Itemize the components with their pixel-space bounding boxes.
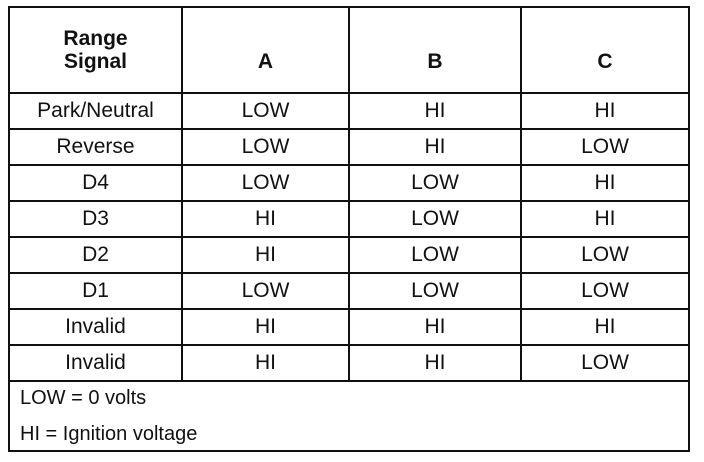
table-header-row: Range Signal A B C <box>10 8 688 94</box>
signal-c-cell: HI <box>520 164 688 202</box>
range-cell: D1 <box>10 272 183 310</box>
signal-a-cell: LOW <box>181 164 350 202</box>
table-row: D2 HI LOW LOW <box>10 236 688 274</box>
signal-a-cell: HI <box>181 200 350 238</box>
table-row: Invalid HI HI HI <box>10 308 688 346</box>
signal-b-cell: HI <box>348 92 522 130</box>
signal-b-cell: HI <box>348 308 522 346</box>
range-cell: Park/Neutral <box>10 92 183 130</box>
column-header-b: B <box>348 8 522 94</box>
signal-b-cell: LOW <box>348 236 522 274</box>
signal-b-cell: LOW <box>348 200 522 238</box>
signal-b-cell: LOW <box>348 272 522 310</box>
signal-c-cell: HI <box>520 200 688 238</box>
table-row: Invalid HI HI LOW <box>10 344 688 382</box>
signal-c-cell: HI <box>520 92 688 130</box>
signal-c-cell: LOW <box>520 236 688 274</box>
table-row: D4 LOW LOW HI <box>10 164 688 202</box>
signal-a-cell: HI <box>181 236 350 274</box>
table-row: D1 LOW LOW LOW <box>10 272 688 310</box>
signal-a-cell: LOW <box>181 92 350 130</box>
signal-b-cell: LOW <box>348 164 522 202</box>
table-row: Reverse LOW HI LOW <box>10 128 688 166</box>
table-row: Park/Neutral LOW HI HI <box>10 92 688 130</box>
signal-c-cell: HI <box>520 308 688 346</box>
hi-definition-note: HI = Ignition voltage <box>20 423 198 445</box>
range-signal-table: Range Signal A B C Park/Neutral LOW HI H… <box>10 8 688 382</box>
low-definition-note: LOW = 0 volts <box>20 387 147 409</box>
signal-b-cell: HI <box>348 128 522 166</box>
range-cell: D2 <box>10 236 183 274</box>
range-header-line: Range <box>63 27 128 50</box>
range-signal-header: Range Signal <box>10 8 183 94</box>
signal-a-cell: HI <box>181 344 350 382</box>
column-header-c: C <box>520 8 688 94</box>
range-cell: Reverse <box>10 128 183 166</box>
signal-b-cell: HI <box>348 344 522 382</box>
signal-c-cell: LOW <box>520 128 688 166</box>
signal-c-cell: LOW <box>520 272 688 310</box>
signal-c-cell: LOW <box>520 344 688 382</box>
signal-a-cell: LOW <box>181 128 350 166</box>
column-header-a: A <box>181 8 350 94</box>
legend-notes: LOW = 0 volts HI = Ignition voltage <box>10 376 688 450</box>
signal-a-cell: LOW <box>181 272 350 310</box>
range-cell: D4 <box>10 164 183 202</box>
signal-header-line: Signal <box>63 50 127 73</box>
range-cell: Invalid <box>10 308 183 346</box>
signal-a-cell: HI <box>181 308 350 346</box>
table-row: D3 HI LOW HI <box>10 200 688 238</box>
range-cell: D3 <box>10 200 183 238</box>
range-signal-table-frame: Range Signal A B C Park/Neutral LOW HI H… <box>8 6 690 452</box>
range-cell: Invalid <box>10 344 183 382</box>
